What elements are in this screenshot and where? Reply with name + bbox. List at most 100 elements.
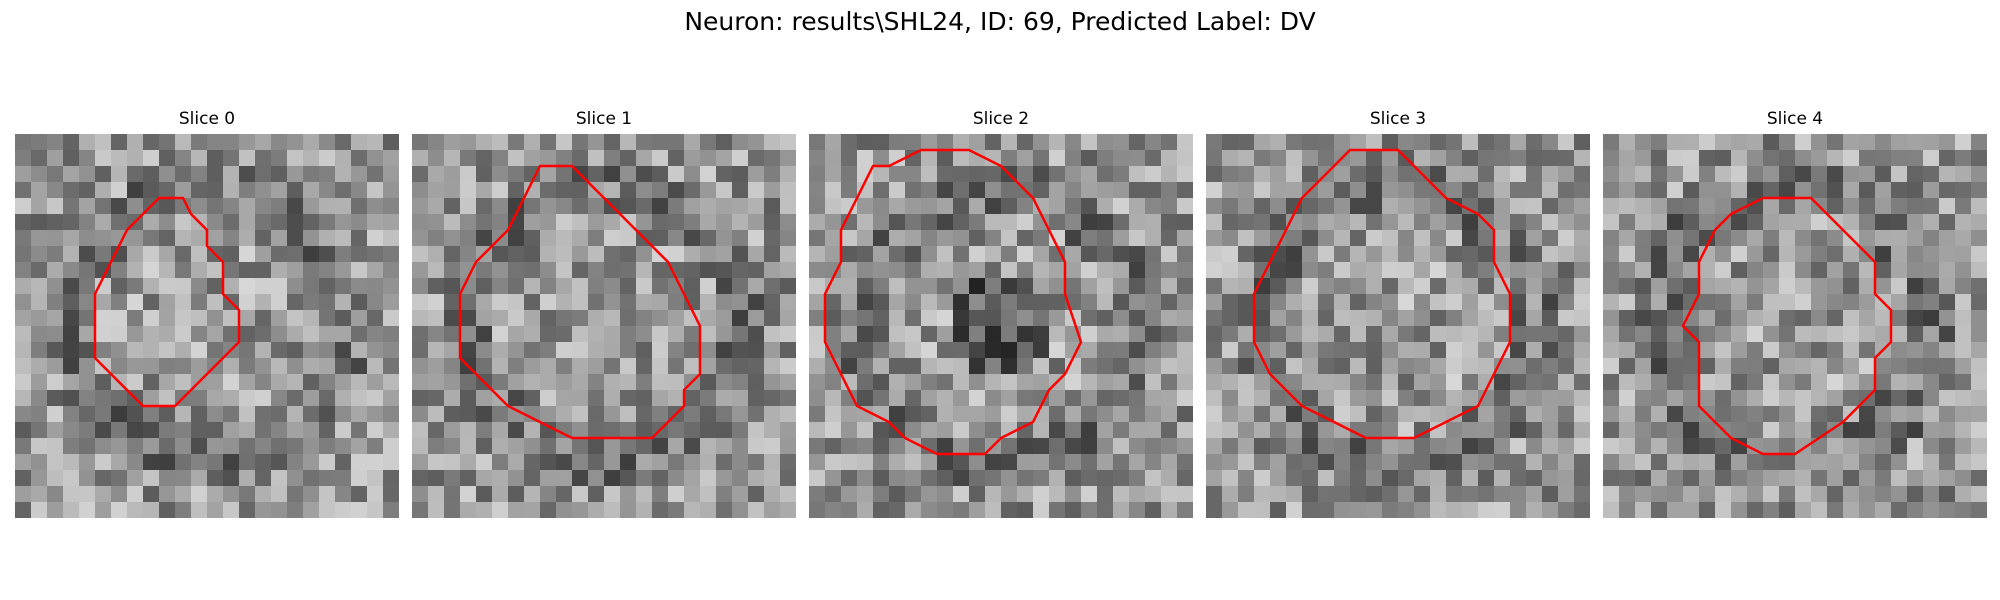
- pixel-cell: [47, 406, 63, 422]
- pixel-cell: [159, 326, 175, 342]
- pixel-cell: [15, 294, 31, 310]
- pixel-cell: [953, 502, 969, 518]
- pixel-cell: [1971, 150, 1987, 166]
- pixel-cell: [271, 230, 287, 246]
- pixel-cell: [1955, 454, 1971, 470]
- pixel-cell: [1526, 438, 1542, 454]
- pixel-cell: [271, 374, 287, 390]
- pixel-cell: [905, 182, 921, 198]
- pixel-cell: [1177, 198, 1193, 214]
- pixel-cell: [1129, 214, 1145, 230]
- pixel-cell: [255, 310, 271, 326]
- pixel-cell: [732, 262, 748, 278]
- pixel-cell: [684, 390, 700, 406]
- pixel-cell: [1033, 406, 1049, 422]
- pixel-cell: [572, 374, 588, 390]
- pixel-cell: [15, 406, 31, 422]
- pixel-cell: [953, 246, 969, 262]
- pixel-cell: [1558, 438, 1574, 454]
- pixel-cell: [412, 134, 428, 150]
- pixel-cell: [159, 406, 175, 422]
- pixel-cell: [636, 470, 652, 486]
- pixel-cell: [985, 166, 1001, 182]
- pixel-cell: [748, 246, 764, 262]
- pixel-cell: [335, 246, 351, 262]
- pixel-cell: [953, 166, 969, 182]
- pixel-cell: [303, 502, 319, 518]
- pixel-cell: [15, 438, 31, 454]
- pixel-cell: [319, 470, 335, 486]
- pixel-cell: [1414, 278, 1430, 294]
- pixel-cell: [1667, 422, 1683, 438]
- pixel-cell: [921, 358, 937, 374]
- pixel-cell: [921, 486, 937, 502]
- pixel-cell: [1462, 486, 1478, 502]
- pixel-cell: [1875, 454, 1891, 470]
- pixel-cell: [1779, 230, 1795, 246]
- pixel-cell: [1510, 134, 1526, 150]
- pixel-cell: [588, 438, 604, 454]
- pixel-cell: [1145, 326, 1161, 342]
- pixel-cell: [127, 454, 143, 470]
- pixel-cell: [985, 470, 1001, 486]
- pixel-cell: [1350, 198, 1366, 214]
- pixel-cell: [111, 342, 127, 358]
- pixel-cell: [985, 262, 1001, 278]
- pixel-cell: [1715, 326, 1731, 342]
- pixel-cell: [1510, 438, 1526, 454]
- pixel-cell: [700, 262, 716, 278]
- pixel-cell: [985, 182, 1001, 198]
- pixel-cell: [159, 134, 175, 150]
- pixel-cell: [1254, 454, 1270, 470]
- pixel-cell: [1161, 294, 1177, 310]
- pixel-cell: [1542, 390, 1558, 406]
- pixel-cell: [1177, 214, 1193, 230]
- pixel-cell: [1939, 358, 1955, 374]
- pixel-cell: [1446, 278, 1462, 294]
- pixel-cell: [111, 262, 127, 278]
- pixel-cell: [319, 374, 335, 390]
- pixel-cell: [1145, 358, 1161, 374]
- pixel-cell: [652, 454, 668, 470]
- pixel-cell: [1382, 454, 1398, 470]
- pixel-cell: [588, 198, 604, 214]
- pixel-cell: [1334, 198, 1350, 214]
- pixel-cell: [1667, 294, 1683, 310]
- pixel-cell: [1635, 310, 1651, 326]
- pixel-cell: [95, 214, 111, 230]
- pixel-cell: [1955, 486, 1971, 502]
- pixel-cell: [412, 406, 428, 422]
- pixel-cell: [15, 502, 31, 518]
- pixel-cell: [1254, 326, 1270, 342]
- pixel-cell: [1510, 198, 1526, 214]
- slice-panel-4: Slice 4: [1603, 108, 1987, 518]
- pixel-cell: [1843, 470, 1859, 486]
- pixel-cell: [873, 502, 889, 518]
- pixel-cell: [1683, 406, 1699, 422]
- pixel-cell: [1510, 374, 1526, 390]
- pixel-cell: [1286, 502, 1302, 518]
- pixel-cell: [1494, 198, 1510, 214]
- pixel-cell: [540, 374, 556, 390]
- pixel-cell: [1971, 310, 1987, 326]
- pixel-cell: [1843, 342, 1859, 358]
- pixel-cell: [159, 198, 175, 214]
- pixel-cell: [271, 358, 287, 374]
- pixel-cell: [367, 214, 383, 230]
- pixel-cell: [636, 134, 652, 150]
- pixel-cell: [1222, 454, 1238, 470]
- pixel-cell: [1161, 470, 1177, 486]
- pixel-cell: [1779, 502, 1795, 518]
- pixel-cell: [1001, 438, 1017, 454]
- pixel-cell: [1478, 342, 1494, 358]
- pixel-cell: [47, 470, 63, 486]
- pixel-cell: [367, 470, 383, 486]
- pixel-cell: [15, 214, 31, 230]
- pixel-cell: [1763, 246, 1779, 262]
- pixel-cell: [15, 342, 31, 358]
- pixel-cell: [1254, 438, 1270, 454]
- pixel-cell: [476, 278, 492, 294]
- pixel-cell: [1113, 374, 1129, 390]
- pixel-cell: [335, 358, 351, 374]
- pixel-cell: [303, 214, 319, 230]
